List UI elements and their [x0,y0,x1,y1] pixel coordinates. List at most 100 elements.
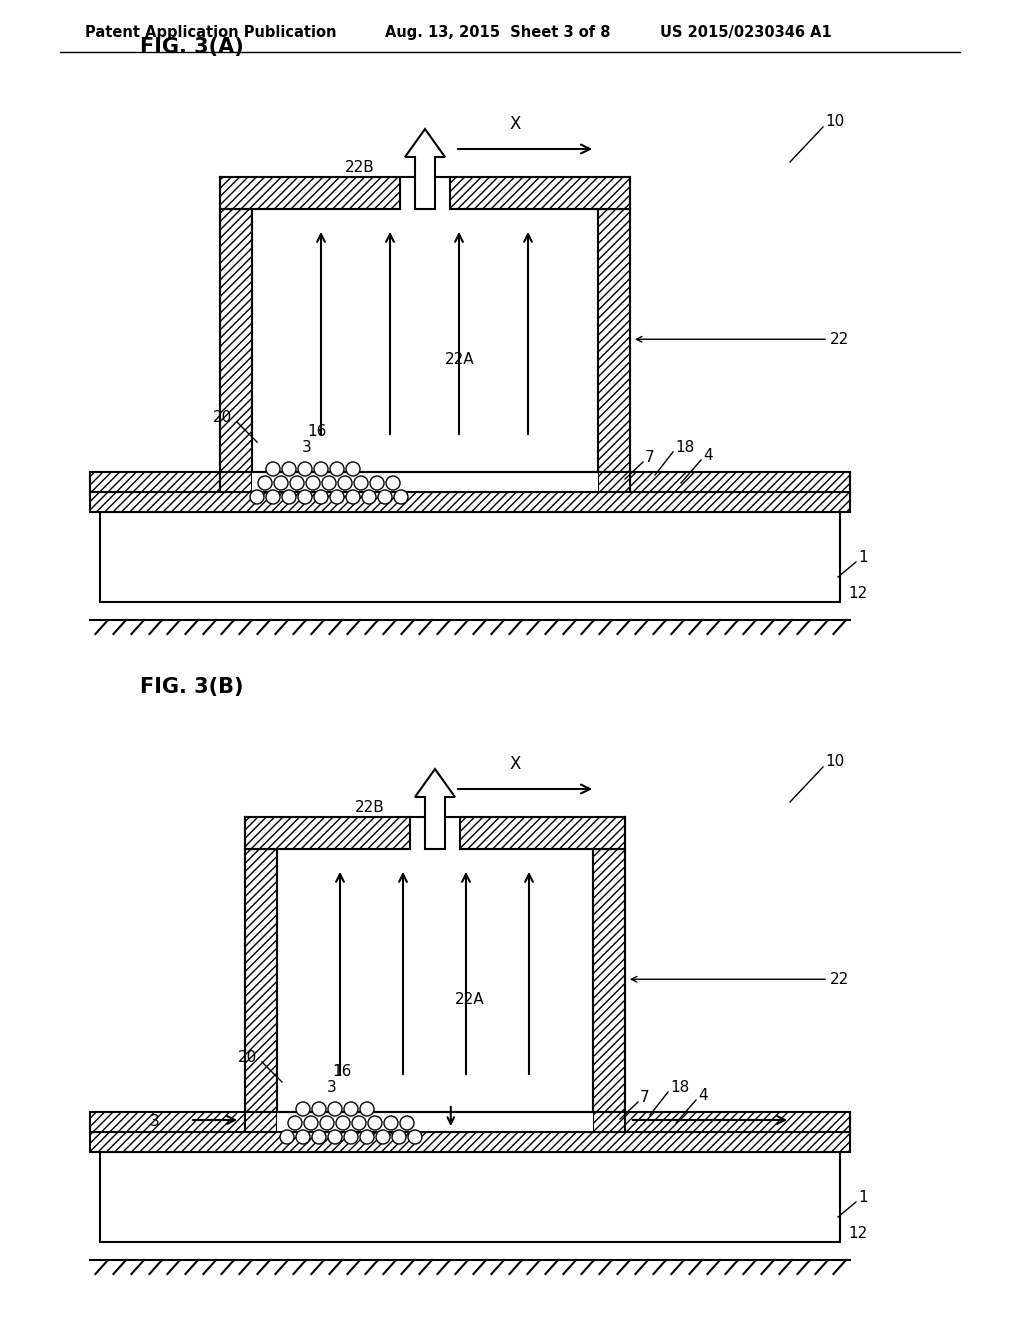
Bar [220,177,400,209]
Text: 7: 7 [645,450,654,465]
Text: 22: 22 [830,972,849,987]
Bar [90,1133,850,1152]
Circle shape [346,490,360,504]
Circle shape [280,1130,294,1144]
Text: 12: 12 [848,1226,867,1242]
Circle shape [282,490,296,504]
Circle shape [312,1102,326,1115]
Bar [90,1111,245,1133]
Text: 10: 10 [825,755,844,770]
Bar [245,817,410,849]
Bar [630,473,850,492]
Circle shape [330,490,344,504]
Bar [278,1111,593,1133]
Circle shape [319,1115,334,1130]
Text: 12: 12 [848,586,867,602]
Circle shape [330,462,344,477]
FancyArrow shape [415,770,455,849]
Bar [450,177,630,209]
Circle shape [360,1102,374,1115]
Text: FIG. 3(A): FIG. 3(A) [140,37,244,57]
Text: 22: 22 [830,331,849,347]
Circle shape [394,490,408,504]
Circle shape [336,1115,350,1130]
Circle shape [304,1115,318,1130]
Bar [598,473,630,492]
Bar [278,849,593,1111]
Text: Aug. 13, 2015  Sheet 3 of 8: Aug. 13, 2015 Sheet 3 of 8 [385,25,610,40]
Circle shape [258,477,272,490]
Circle shape [266,462,280,477]
Text: 7: 7 [640,1089,649,1105]
Circle shape [296,1130,310,1144]
Circle shape [250,490,264,504]
Bar [598,209,630,473]
Text: Patent Application Publication: Patent Application Publication [85,25,337,40]
Circle shape [376,1130,390,1144]
Circle shape [392,1130,406,1144]
Circle shape [386,477,400,490]
Text: 3: 3 [302,440,311,454]
Circle shape [306,477,319,490]
Circle shape [314,490,328,504]
Bar [245,1111,278,1133]
Circle shape [312,1130,326,1144]
Text: US 2015/0230346 A1: US 2015/0230346 A1 [660,25,831,40]
Bar [90,492,850,512]
Circle shape [360,1130,374,1144]
Circle shape [408,1130,422,1144]
Circle shape [378,490,392,504]
Text: 20: 20 [213,409,232,425]
Circle shape [338,477,352,490]
Text: 4: 4 [703,447,713,462]
Circle shape [290,477,304,490]
Text: 22A: 22A [445,352,475,367]
Circle shape [384,1115,398,1130]
Bar [100,512,840,602]
Text: X: X [509,755,520,774]
Circle shape [298,462,312,477]
Bar [220,209,252,473]
Text: 18: 18 [670,1080,689,1094]
Bar [460,817,625,849]
FancyArrow shape [406,129,445,209]
Bar [252,473,598,492]
Circle shape [344,1102,358,1115]
Text: 1: 1 [858,1189,867,1204]
Text: X: X [509,115,520,133]
Circle shape [352,1115,366,1130]
Circle shape [362,490,376,504]
Circle shape [314,462,328,477]
Text: 4: 4 [698,1088,708,1102]
Bar [252,209,598,473]
Text: 3: 3 [327,1080,337,1094]
Bar [90,473,220,492]
Text: 22B: 22B [355,800,385,814]
Text: 18: 18 [675,440,694,454]
Circle shape [354,477,368,490]
Circle shape [288,1115,302,1130]
Text: 10: 10 [825,115,844,129]
Circle shape [370,477,384,490]
Circle shape [344,1130,358,1144]
Circle shape [298,490,312,504]
Text: 1: 1 [858,549,867,565]
Bar [625,1111,850,1133]
Circle shape [296,1102,310,1115]
Circle shape [328,1130,342,1144]
Bar [593,849,625,1111]
Text: 3: 3 [150,1114,160,1130]
Text: FIG. 3(B): FIG. 3(B) [140,677,244,697]
Circle shape [274,477,288,490]
Bar [245,849,278,1111]
Text: 20: 20 [238,1049,257,1064]
Bar [100,1152,840,1242]
Text: 22A: 22A [455,993,484,1007]
Circle shape [328,1102,342,1115]
Text: 16: 16 [307,425,327,440]
Circle shape [282,462,296,477]
Text: 22B: 22B [345,160,375,174]
Circle shape [266,490,280,504]
Circle shape [322,477,336,490]
Text: 16: 16 [332,1064,351,1080]
